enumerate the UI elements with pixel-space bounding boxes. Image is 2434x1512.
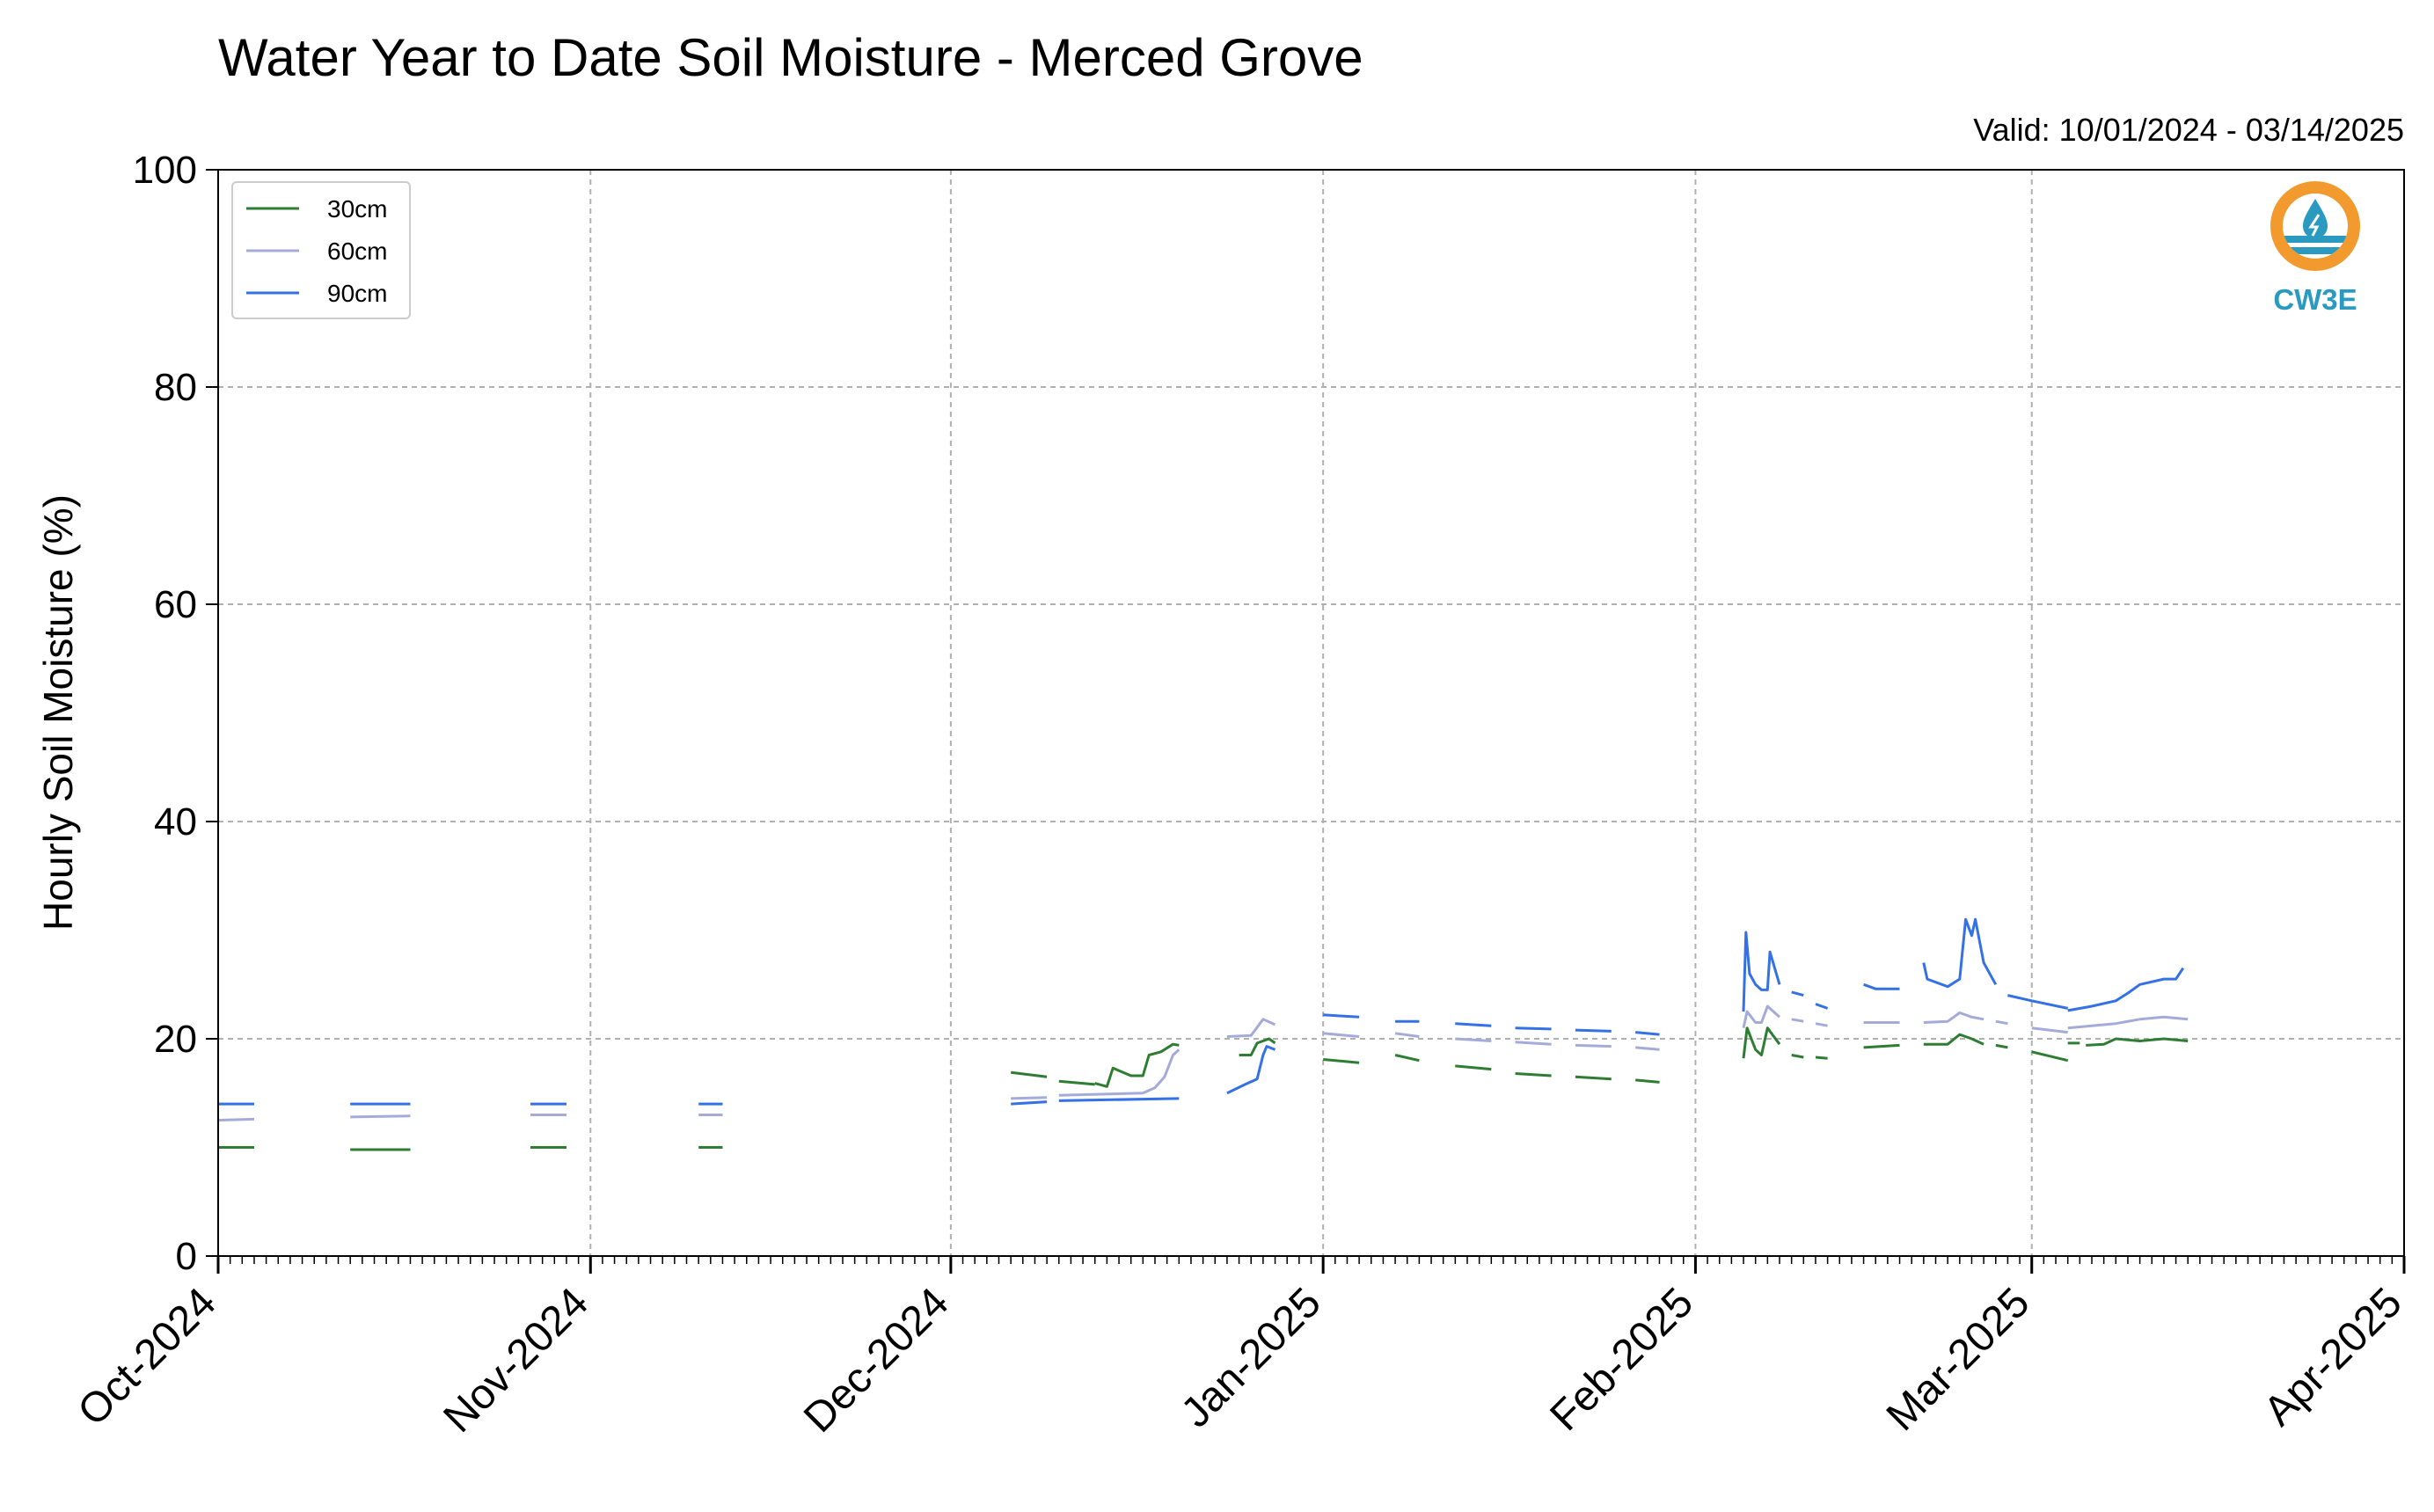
plot-area xyxy=(218,170,2404,1256)
series-line-30cm xyxy=(1515,1072,1552,1077)
series-line-90cm xyxy=(1922,917,1998,989)
series-line-90cm xyxy=(1791,990,1804,997)
y-tick-label: 40 xyxy=(154,800,197,844)
series-30cm xyxy=(218,1026,2189,1151)
series-line-30cm xyxy=(1742,1026,1781,1059)
series-line-60cm xyxy=(1515,1041,1552,1046)
series-90cm xyxy=(218,917,2185,1106)
series-line-60cm xyxy=(1323,1032,1360,1038)
series-line-30cm xyxy=(2031,1050,2069,1063)
x-tick-label: Feb-2025 xyxy=(1541,1279,1702,1440)
legend-label-90cm: 90cm xyxy=(327,280,387,307)
series-60cm xyxy=(217,1004,2189,1122)
series-line-90cm xyxy=(1011,1100,1048,1106)
series-line-60cm xyxy=(1058,1048,1180,1097)
x-tick-label: Nov-2024 xyxy=(435,1279,597,1442)
y-axis-label: Hourly Soil Moisture (%) xyxy=(35,494,81,931)
x-tick-label: Apr-2025 xyxy=(2255,1279,2411,1435)
series-line-30cm xyxy=(1394,1054,1420,1063)
legend: 30cm 60cm 90cm xyxy=(231,181,411,319)
series-line-90cm xyxy=(1863,982,1900,990)
series-line-30cm xyxy=(1455,1064,1492,1071)
series-line-90cm xyxy=(1575,1028,1612,1033)
series-line-30cm xyxy=(1923,1033,1984,1046)
chart-title: Water Year to Date Soil Moisture - Merce… xyxy=(218,28,1363,87)
valid-date-range: Valid: 10/01/2024 - 03/14/2025 xyxy=(1973,112,2404,148)
x-tick-label: Dec-2024 xyxy=(795,1279,958,1442)
y-tick-label: 80 xyxy=(154,366,197,409)
series-line-90cm xyxy=(2067,967,2185,1012)
series-line-30cm xyxy=(2086,1037,2189,1047)
series-line-60cm xyxy=(1011,1096,1048,1100)
series-lines xyxy=(217,917,2189,1151)
y-tick-label: 20 xyxy=(154,1018,197,1061)
series-line-60cm xyxy=(1995,1019,2008,1026)
y-tick-label: 60 xyxy=(154,583,197,626)
series-line-90cm xyxy=(1058,1097,1180,1102)
series-line-60cm xyxy=(1791,1018,1804,1023)
series-line-60cm xyxy=(2031,1026,2068,1034)
series-line-60cm xyxy=(217,1117,255,1122)
series-line-30cm xyxy=(1815,1055,1828,1060)
cw3e-logo: CW3E xyxy=(2270,181,2360,316)
series-line-60cm xyxy=(1815,1022,1828,1027)
series-line-30cm xyxy=(1575,1075,1612,1081)
x-tick-label: Jan-2025 xyxy=(1173,1279,1330,1436)
series-line-30cm xyxy=(1239,1037,1276,1056)
y-tick-label: 100 xyxy=(133,149,197,192)
series-line-30cm xyxy=(1791,1054,1804,1059)
legend-box xyxy=(231,181,411,319)
x-tick-label: Oct-2024 xyxy=(69,1279,225,1435)
series-line-90cm xyxy=(1323,1013,1360,1019)
series-line-90cm xyxy=(1635,1031,1660,1036)
y-tick-label: 0 xyxy=(176,1235,197,1278)
series-line-90cm xyxy=(1815,1003,1829,1010)
series-line-30cm xyxy=(1863,1043,1900,1049)
legend-label-30cm: 30cm xyxy=(327,195,387,223)
legend-label-60cm: 60cm xyxy=(327,237,387,265)
series-line-60cm xyxy=(1394,1032,1420,1038)
series-line-30cm xyxy=(1094,1042,1180,1088)
series-line-90cm xyxy=(1515,1026,1552,1031)
series-line-60cm xyxy=(350,1114,411,1119)
series-line-30cm xyxy=(1323,1058,1360,1064)
series-line-30cm xyxy=(1011,1070,1048,1078)
cw3e-logo-text: CW3E xyxy=(2273,283,2357,316)
series-line-60cm xyxy=(1575,1043,1612,1048)
series-line-60cm xyxy=(2067,1015,2189,1030)
cw3e-logo-icon xyxy=(2270,181,2360,271)
series-line-60cm xyxy=(1923,1011,1984,1024)
x-tick-label: Mar-2025 xyxy=(1878,1279,2039,1440)
series-line-90cm xyxy=(1226,1045,1276,1095)
grid-lines xyxy=(218,170,2404,1256)
series-line-90cm xyxy=(1455,1022,1492,1027)
series-line-30cm xyxy=(1995,1043,2008,1049)
series-line-60cm xyxy=(1635,1046,1660,1051)
series-line-30cm xyxy=(1635,1078,1660,1084)
series-line-60cm xyxy=(1226,1018,1276,1038)
series-line-30cm xyxy=(1058,1079,1095,1086)
series-line-60cm xyxy=(1742,1004,1781,1029)
series-line-90cm xyxy=(1742,931,1781,1012)
series-line-90cm xyxy=(2007,994,2069,1010)
series-line-60cm xyxy=(1455,1037,1492,1042)
